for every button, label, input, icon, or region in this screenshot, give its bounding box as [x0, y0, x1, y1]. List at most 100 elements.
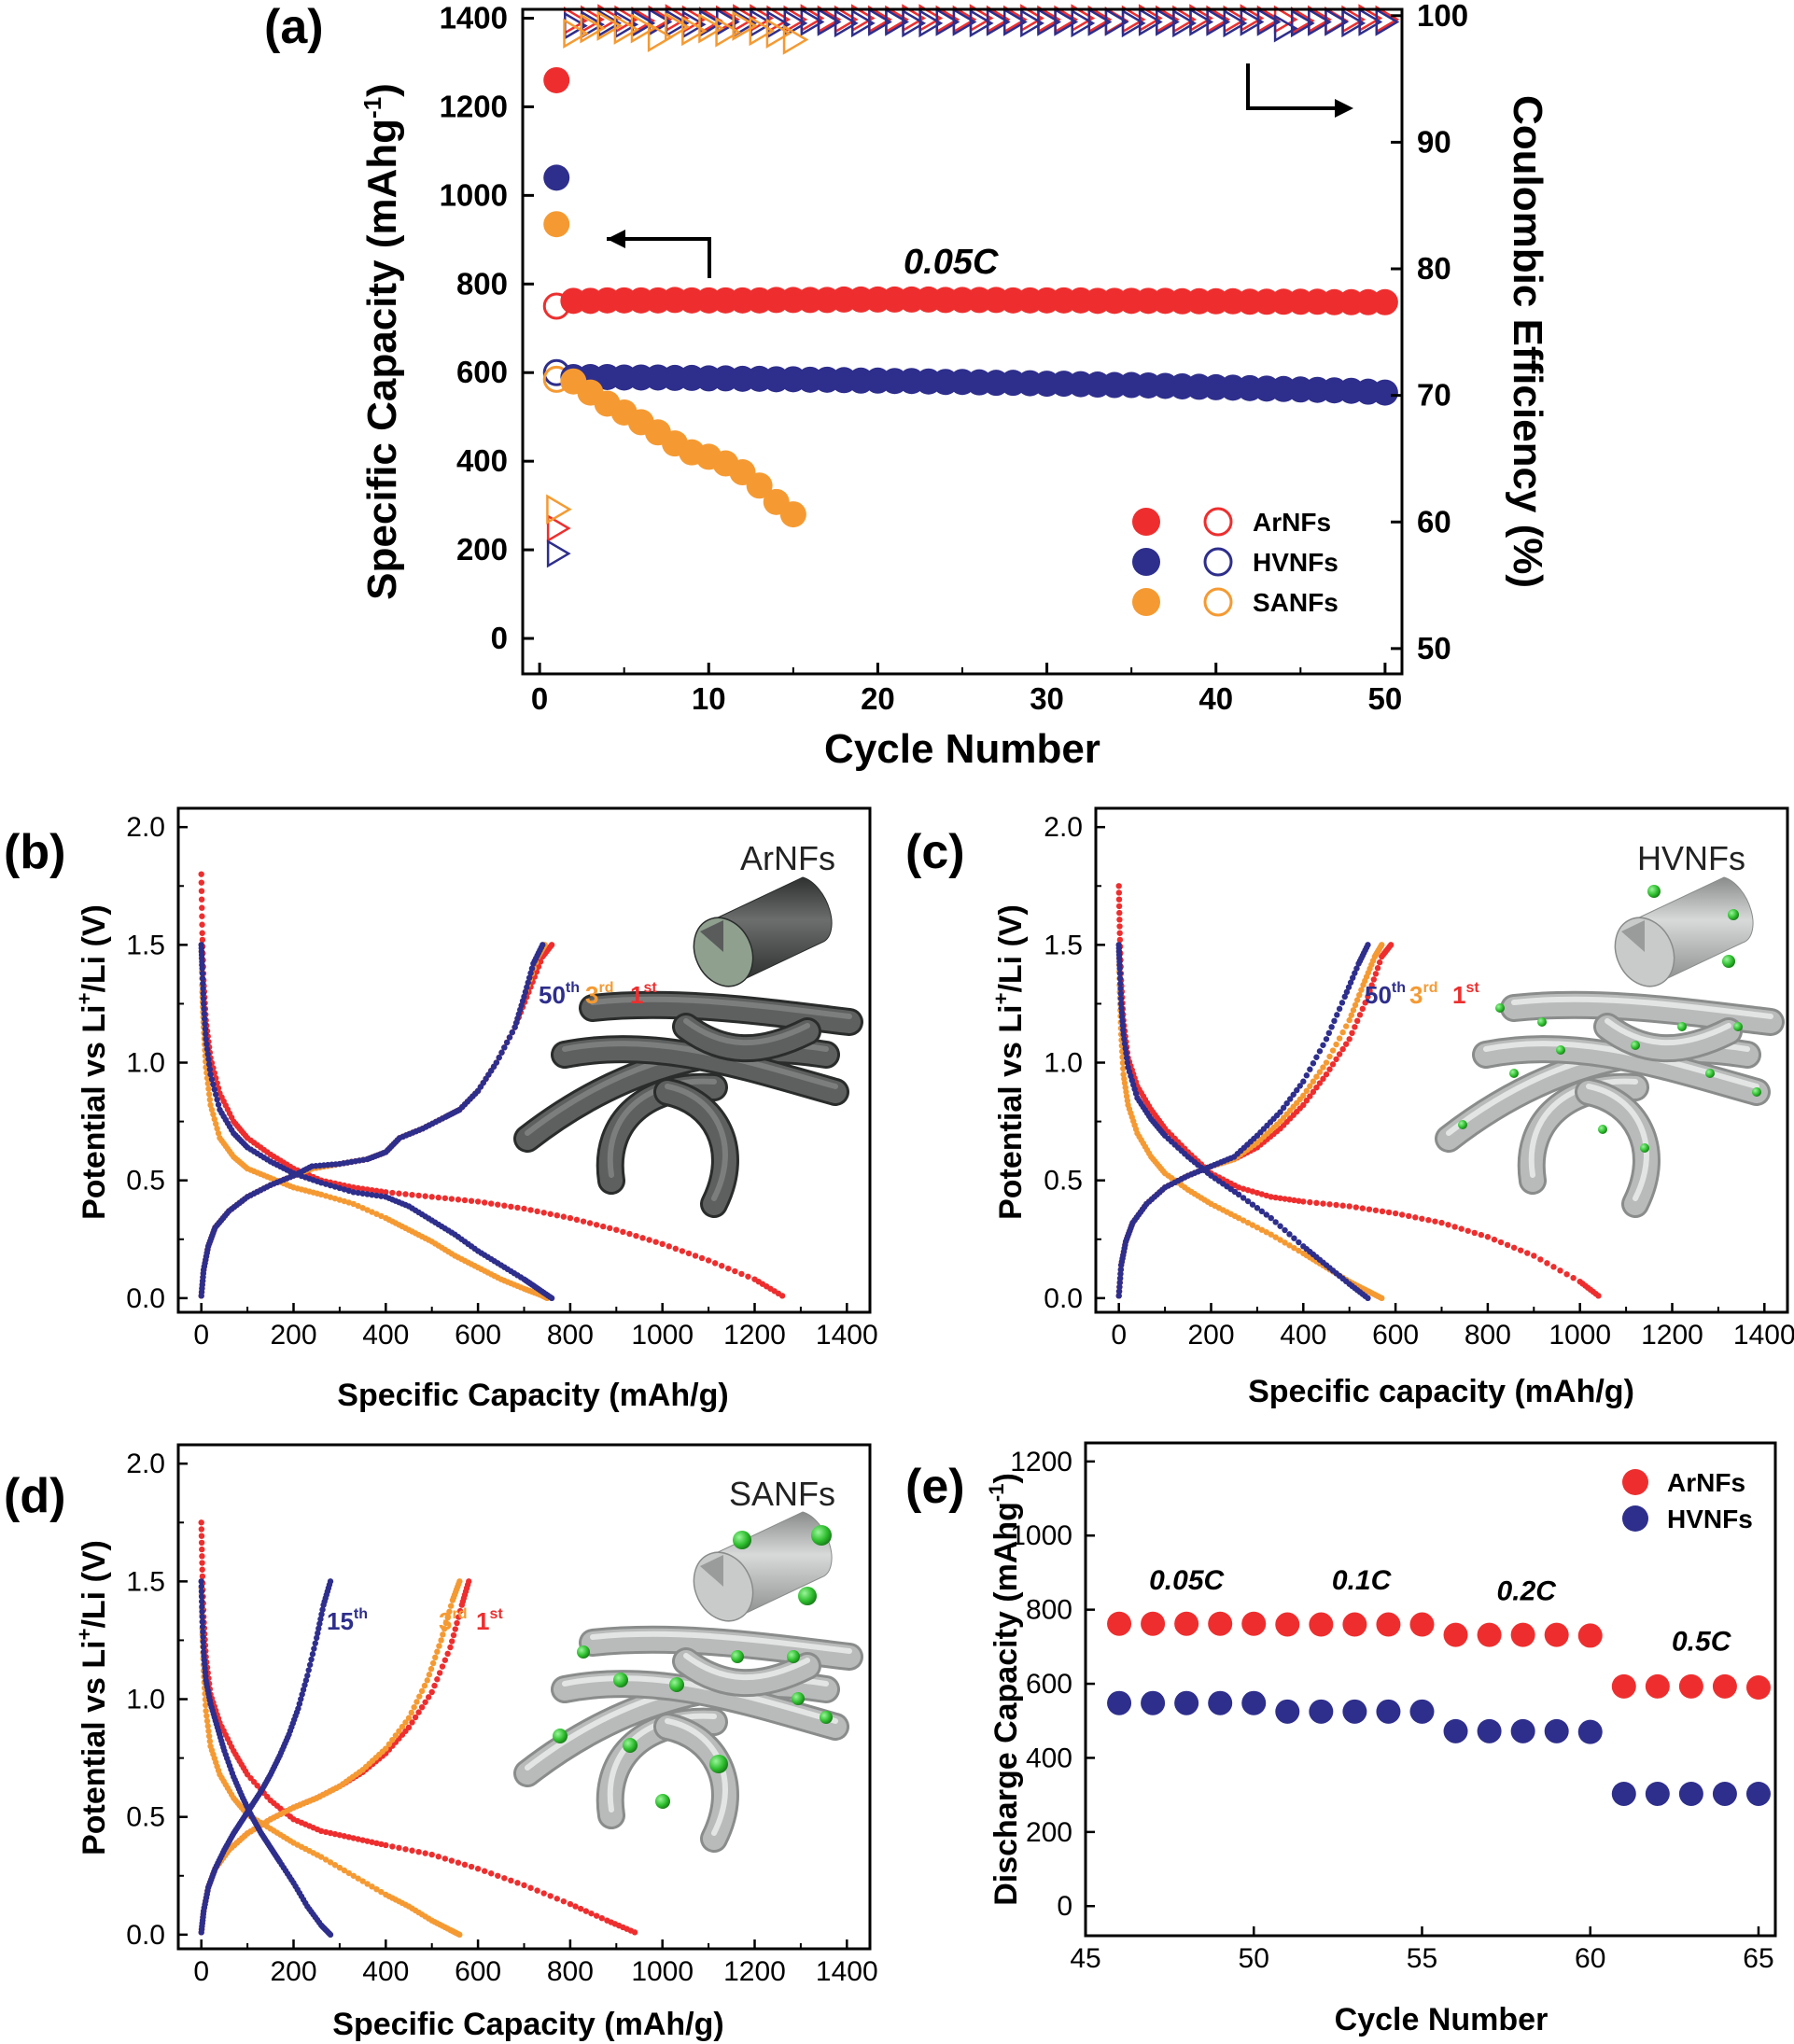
- panel-e-y-tick-label: 1000: [1010, 1520, 1072, 1551]
- profile-point-50th-charge: [506, 1034, 513, 1041]
- profile-point-1st-discharge: [409, 1191, 415, 1198]
- panel-e-marks: [1107, 1611, 1771, 1806]
- profile-point-15th-discharge: [198, 1578, 204, 1585]
- panel-a-x-tick-label: 50: [1368, 681, 1403, 716]
- profile-point-1st-discharge: [547, 1211, 554, 1217]
- profile-point-3rd-discharge: [1258, 1226, 1266, 1233]
- fiber-tube: [1596, 1015, 1740, 1060]
- profile-point-3rd-discharge: [345, 1199, 352, 1206]
- panel-e-y-tick-label: 800: [1026, 1595, 1072, 1626]
- profile-point-1st-discharge: [508, 1877, 514, 1884]
- discharge-point-arnfs: [1107, 1611, 1132, 1636]
- profile-point-3rd-charge: [1303, 1087, 1310, 1095]
- profile-point-50th-discharge: [1258, 1208, 1266, 1215]
- profile-point-50th-charge: [1116, 1280, 1123, 1286]
- profile-point-50th-discharge: [214, 1096, 220, 1103]
- panel-b-sample-name: ArNFs: [740, 839, 835, 877]
- panel-c-y-axis-title: Potential vs Li+/Li (V): [989, 904, 1029, 1220]
- ce-point-hvnfs: [885, 7, 910, 36]
- ce-point-sanfs: [546, 494, 572, 525]
- profile-point-1st-discharge: [1258, 1191, 1266, 1197]
- profile-point-1st-discharge: [481, 1868, 488, 1874]
- profile-point-1st-discharge: [1432, 1218, 1438, 1225]
- profile-point-1st-discharge: [199, 913, 205, 919]
- panel-e-x-tick-label: 65: [1743, 1943, 1773, 1974]
- profile-point-50th-discharge: [364, 1191, 371, 1197]
- rate-label: 0.2C: [1497, 1576, 1558, 1607]
- profile-point-3rd-discharge: [373, 1885, 380, 1893]
- profile-point-1st-discharge: [1425, 1217, 1432, 1224]
- panel-a-y-axis-title-right: Coulombic Efficiency (%): [1505, 95, 1550, 588]
- ce-point-hvnfs: [1256, 7, 1282, 36]
- profile-point-50th-discharge: [350, 1189, 357, 1196]
- fiber-tube-highlight: [1511, 996, 1773, 1019]
- profile-point-3rd-discharge: [1254, 1224, 1261, 1231]
- profile-point-1st-discharge: [580, 1218, 587, 1225]
- cycle-label: 15th: [327, 1606, 368, 1635]
- panel-b: (b) 0 200 400 600 800 1000 1200 1400 0.0 0.5 1.0 1.…: [4, 806, 878, 1413]
- ce-point-hvnfs: [935, 7, 960, 36]
- discharge-point-arnfs: [1174, 1611, 1199, 1636]
- profile-point-15th-charge: [298, 1696, 304, 1702]
- profile-point-1st-discharge: [1419, 1215, 1425, 1222]
- profile-point-1st-charge: [1313, 1084, 1320, 1091]
- profile-point-1st-discharge: [373, 1187, 380, 1195]
- profile-point-1st-discharge: [1517, 1247, 1524, 1253]
- profile-point-1st-charge: [456, 1614, 462, 1620]
- profile-point-50th-discharge: [199, 965, 205, 972]
- profile-point-1st-discharge: [409, 1847, 415, 1854]
- discharge-point-arnfs: [1376, 1612, 1401, 1637]
- profile-point-3rd-discharge: [355, 1202, 361, 1210]
- profile-point-3rd-charge: [383, 1745, 389, 1752]
- discharge-point-hvnfs: [1376, 1699, 1401, 1724]
- profile-point-50th-discharge: [203, 1045, 211, 1053]
- profile-point-50th-charge: [509, 1029, 515, 1036]
- profile-point-1st-discharge: [198, 871, 204, 877]
- profile-point-15th-discharge: [200, 1629, 206, 1635]
- profile-point-3rd-charge: [1316, 1069, 1324, 1075]
- nanoparticle-dot: [1556, 1045, 1565, 1055]
- nanoparticle-dot: [1677, 1022, 1687, 1031]
- panel-d-x-tick-label: 200: [270, 1956, 316, 1987]
- legend-e-hvnfs-marker: [1622, 1505, 1648, 1532]
- profile-point-50th-charge: [521, 993, 527, 1001]
- panel-c-label: (c): [905, 825, 965, 879]
- profile-point-3rd-discharge: [1124, 1098, 1131, 1104]
- profile-point-1st-charge: [447, 1644, 454, 1651]
- panel-e-frame: [1084, 1441, 1777, 1938]
- profile-point-15th-charge: [315, 1630, 321, 1637]
- profile-point-50th-discharge: [200, 995, 207, 1002]
- profile-point-3rd-discharge: [1249, 1222, 1256, 1228]
- profile-point-15th-charge: [327, 1578, 334, 1585]
- profile-point-3rd-charge: [1379, 942, 1385, 948]
- discharge-point-hvnfs: [1342, 1699, 1367, 1724]
- profile-point-1st-discharge: [378, 1188, 385, 1195]
- panel-e-x-tick-label: 45: [1070, 1943, 1100, 1974]
- profile-point-1st-discharge: [1563, 1271, 1570, 1278]
- profile-point-3rd-charge: [1300, 1092, 1307, 1099]
- profile-point-1st-discharge: [572, 1903, 579, 1910]
- profile-point-1st-discharge: [1249, 1188, 1256, 1195]
- profile-point-3rd-discharge: [204, 1080, 211, 1087]
- discharge-point-hvnfs: [1241, 1690, 1267, 1715]
- discharge-point-hvnfs: [1577, 1719, 1603, 1744]
- profile-point-1st-charge: [1370, 976, 1378, 983]
- profile-point-50th-charge: [1300, 1078, 1307, 1085]
- profile-point-50th-discharge: [1123, 1055, 1130, 1061]
- profile-point-3rd-discharge: [210, 1111, 217, 1118]
- profile-point-1st-discharge: [1353, 1204, 1359, 1211]
- profile-point-1st-discharge: [435, 1854, 441, 1860]
- profile-point-1st-discharge: [646, 1237, 652, 1243]
- panel-a-y-right-tick-label: 60: [1417, 504, 1451, 539]
- profile-point-50th-charge: [1310, 1060, 1317, 1067]
- profile-point-1st-discharge: [1524, 1250, 1531, 1256]
- ce-point-hvnfs: [546, 539, 571, 568]
- panel-e-y-tick-label: 1200: [1010, 1447, 1072, 1477]
- fiber-cutaway: [1621, 920, 1645, 952]
- panel-e-ticks: 45 50 55 60 65 0 200 400 600 800 1000 1200: [1010, 1447, 1773, 1974]
- fiber-tube-highlight: [683, 1653, 810, 1681]
- nanoparticle-dot: [577, 1645, 590, 1659]
- profile-point-1st-discharge: [199, 904, 205, 911]
- cycle-label-suffix: rd: [452, 1606, 467, 1622]
- nanoparticle-dot: [1752, 1087, 1761, 1097]
